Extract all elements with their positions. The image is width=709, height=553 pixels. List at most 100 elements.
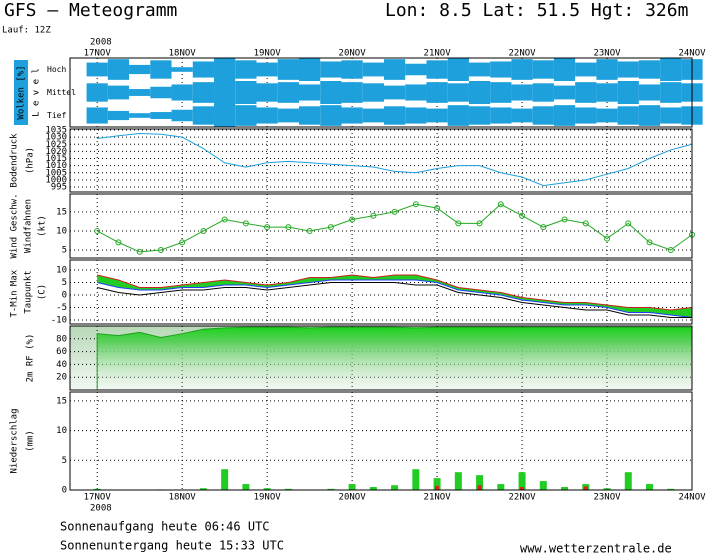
bar (435, 485, 440, 490)
cloud-cell (150, 112, 172, 119)
bar (348, 484, 356, 490)
x-tick-label-top: 17NOV (84, 49, 112, 59)
year-bottom: 2008 (90, 504, 112, 514)
x-tick-label-top: 24NOV (678, 49, 706, 59)
y-tick-label: 5 (62, 246, 67, 256)
cloud-cell (320, 61, 342, 78)
cloud-cell (511, 59, 533, 80)
x-tick-label-bottom: 24NOV (678, 493, 706, 503)
bar (477, 485, 482, 490)
marker (519, 212, 526, 219)
y-label: Wolken [%] (17, 65, 27, 119)
y-label-2: Taupunkt (24, 270, 34, 313)
cloud-cell (150, 86, 172, 99)
source: www.wetterzentrale.de (520, 542, 672, 553)
cloud-cell (426, 108, 448, 123)
y-tick-label: 20 (56, 373, 67, 383)
y-tick-label: -5 (56, 303, 67, 313)
sunrise: Sonnenaufgang heute 06:46 UTC (60, 520, 270, 534)
cloud-cell (171, 84, 193, 101)
marker (476, 220, 483, 227)
marker (370, 212, 377, 219)
bar (520, 487, 525, 490)
y-label-max: Max (10, 269, 20, 286)
bar (221, 469, 229, 490)
year-top: 2008 (90, 38, 112, 48)
cloud-cell (490, 61, 512, 78)
cloud-cell (214, 58, 236, 81)
cloud-cell (256, 62, 278, 77)
cloud-cell (532, 83, 554, 102)
cloud-cell (660, 82, 682, 103)
y-tick-label: 1010 (45, 161, 67, 171)
bar (369, 487, 377, 490)
y-label: Bodendruck (10, 133, 20, 188)
cloud-cell (575, 62, 597, 77)
panel-frame (69, 57, 693, 128)
cloud-cell (426, 60, 448, 79)
y-tick-label: 0 (62, 486, 67, 496)
cloud-cell (171, 109, 193, 122)
bar (583, 486, 588, 490)
bar (603, 488, 611, 490)
cloud-cell (468, 106, 491, 125)
cloud-cell (235, 105, 257, 126)
sunset: Sonnenuntergang heute 15:33 UTC (60, 539, 284, 553)
bar (199, 488, 207, 490)
cloud-cell (256, 83, 278, 102)
cloud-cell (553, 105, 576, 126)
cloud-cell (277, 82, 300, 103)
y-tick-label: 15 (56, 207, 67, 217)
x-tick-label-bottom: 18NOV (169, 493, 197, 503)
marker (179, 239, 186, 246)
cloud-cell (575, 82, 597, 103)
cloud-cell (638, 84, 661, 101)
cloud-cell (511, 108, 533, 123)
cloud-cell (617, 106, 639, 125)
cloud-cell (532, 106, 554, 125)
unit-label: (mm) (26, 430, 36, 452)
cloud-cell (192, 61, 215, 78)
y-tick-label: 40 (56, 360, 67, 370)
marker (497, 201, 504, 208)
bar (476, 475, 484, 490)
cloud-cell (299, 84, 321, 101)
cloud-cell (129, 64, 151, 75)
marker (285, 224, 292, 231)
cloud-cell (341, 82, 363, 103)
marker (157, 247, 164, 253)
cloud-cell (617, 81, 639, 104)
cloud-cell (320, 105, 342, 126)
cloud-cell (553, 85, 576, 100)
rh-area (96, 326, 693, 391)
panel-frame (69, 391, 693, 491)
y-tick-label: 10 (56, 226, 67, 236)
marker (327, 224, 334, 231)
cloud-cell (150, 60, 172, 79)
bar (667, 488, 675, 490)
level-name: Mittel (47, 88, 76, 97)
bar (646, 484, 654, 490)
x-tick-label-bottom: 23NOV (593, 493, 621, 503)
unit-label: (kt) (38, 215, 48, 237)
cloud-cell (235, 81, 257, 104)
cloud-cell (107, 85, 130, 100)
cloud-cell (299, 58, 321, 81)
marker (625, 220, 632, 227)
marker (667, 247, 674, 253)
panel-frame (69, 325, 693, 391)
cloud-cell (277, 59, 300, 80)
cloud-cell (447, 105, 469, 126)
cloud-cell (256, 107, 278, 124)
bar (518, 472, 526, 490)
x-tick-label-top: 19NOV (254, 49, 282, 59)
cloud-cell (362, 83, 384, 102)
bar (327, 488, 335, 490)
level-name: Tief (47, 111, 66, 120)
title: GFS – Meteogramm (4, 0, 177, 21)
bar (93, 488, 101, 490)
bar (624, 472, 632, 490)
cloud-cell (235, 60, 257, 79)
cloud-cell (468, 81, 491, 104)
x-tick-label-bottom: 22NOV (509, 493, 537, 503)
